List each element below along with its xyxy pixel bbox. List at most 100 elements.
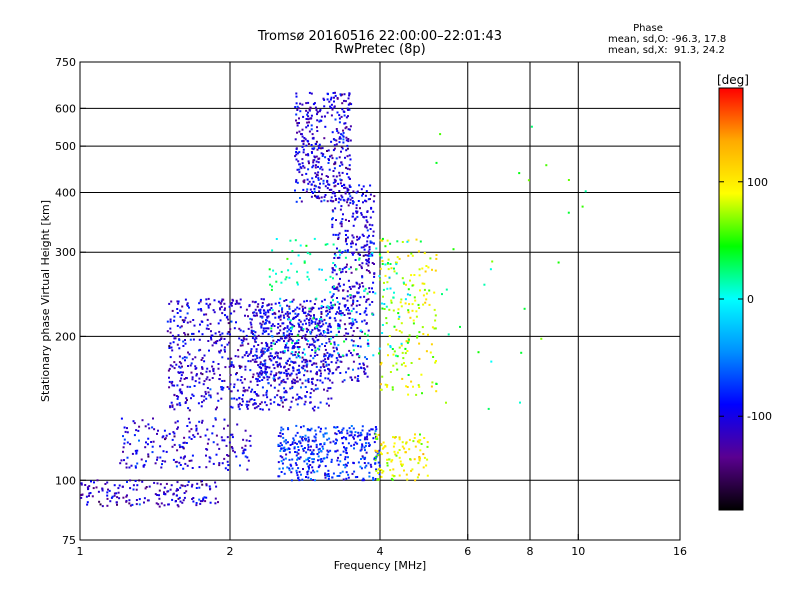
data-point: [292, 316, 295, 319]
data-point: [154, 462, 157, 465]
data-point: [315, 365, 318, 368]
data-point: [365, 313, 368, 316]
data-point: [295, 113, 298, 116]
data-point: [160, 466, 163, 469]
data-point: [215, 485, 218, 488]
data-point: [304, 306, 307, 309]
data-point: [331, 157, 334, 160]
data-point: [432, 356, 435, 358]
data-point: [408, 448, 411, 451]
data-point: [310, 183, 313, 186]
data-point: [361, 425, 364, 428]
data-point: [307, 378, 310, 380]
data-point: [195, 427, 198, 430]
data-point: [360, 213, 363, 216]
data-point: [366, 221, 369, 224]
data-point: [489, 268, 492, 271]
data-point: [363, 319, 366, 322]
data-point: [365, 451, 368, 454]
data-point: [405, 385, 408, 388]
data-point: [223, 309, 226, 311]
data-point: [321, 268, 323, 271]
data-point: [311, 363, 314, 366]
data-point: [356, 377, 359, 380]
data-point: [173, 361, 176, 364]
data-point: [129, 487, 132, 490]
data-point: [280, 357, 282, 360]
data-point: [221, 356, 224, 359]
data-point: [278, 404, 281, 407]
data-point: [333, 269, 336, 272]
y-axis-label: Stationary phase Virtual Height [km]: [39, 200, 52, 402]
data-point: [331, 286, 334, 289]
data-point: [355, 248, 358, 251]
data-point: [334, 432, 337, 435]
data-point: [364, 444, 367, 447]
data-point: [281, 444, 283, 447]
data-point: [126, 427, 128, 430]
data-point: [413, 296, 416, 299]
data-point: [340, 161, 343, 164]
data-point: [356, 442, 359, 445]
data-point: [135, 451, 138, 454]
data-point: [381, 307, 384, 310]
data-point: [302, 143, 305, 145]
data-point: [241, 452, 244, 455]
data-point: [433, 308, 436, 311]
data-point: [324, 156, 327, 159]
data-point: [292, 354, 295, 357]
data-point: [355, 211, 358, 214]
data-point: [259, 308, 262, 311]
data-point: [319, 379, 322, 382]
data-point: [299, 442, 302, 445]
data-point: [334, 180, 337, 183]
data-point: [393, 270, 396, 273]
data-point: [289, 301, 292, 304]
data-point: [297, 355, 300, 358]
data-point: [280, 460, 283, 463]
data-point: [179, 456, 182, 459]
data-point: [163, 493, 166, 495]
data-point: [368, 433, 371, 436]
data-point: [331, 476, 334, 479]
data-point: [347, 312, 349, 315]
data-point: [324, 472, 327, 475]
data-point: [320, 119, 323, 122]
data-point: [269, 354, 272, 357]
data-point: [321, 300, 324, 303]
data-point: [418, 456, 421, 458]
data-point: [238, 396, 241, 399]
data-point: [347, 367, 350, 370]
data-point: [416, 336, 419, 339]
data-point: [377, 454, 380, 457]
data-point: [163, 486, 166, 489]
data-point: [322, 457, 325, 460]
data-point: [205, 496, 208, 499]
data-point: [117, 487, 120, 490]
data-point: [302, 448, 305, 450]
data-point: [173, 408, 176, 411]
data-point: [257, 334, 260, 337]
data-point: [208, 456, 211, 459]
data-point: [306, 343, 309, 346]
data-point: [333, 257, 336, 259]
data-point: [185, 397, 188, 400]
data-point: [341, 93, 344, 96]
data-point: [311, 166, 314, 169]
data-point: [311, 439, 314, 442]
data-point: [285, 398, 288, 401]
data-point: [264, 322, 267, 325]
data-point: [330, 304, 333, 307]
data-point: [121, 485, 124, 488]
data-point: [97, 490, 100, 493]
data-point: [212, 360, 215, 363]
data-point: [316, 126, 318, 129]
data-point: [336, 288, 339, 291]
data-point: [183, 356, 186, 359]
data-point: [285, 299, 288, 301]
data-point: [333, 167, 336, 170]
data-point: [353, 443, 356, 446]
data-point: [321, 173, 323, 176]
data-point: [226, 386, 229, 388]
